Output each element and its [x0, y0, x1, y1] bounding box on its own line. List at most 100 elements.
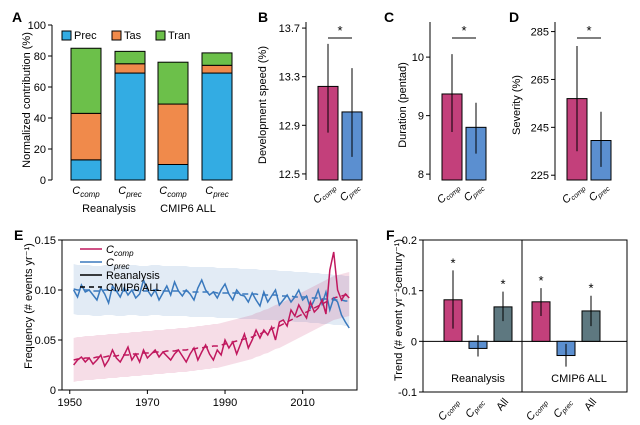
ytick-label: 0	[50, 385, 56, 397]
significance-star: *	[588, 281, 593, 296]
bar-prec	[70, 159, 102, 181]
significance-star: *	[461, 23, 466, 38]
ytick-label: 13.7	[279, 23, 300, 35]
ytick-label: 0.05	[35, 335, 56, 347]
significance-star: *	[538, 273, 543, 288]
panel-f-group-cmip6: CMIP6 ALL	[551, 373, 607, 385]
line-ccomp-reanalysis	[73, 251, 350, 368]
legend-swatch-prec	[61, 30, 72, 41]
panel-e-plot: 0 0.05 0.10 0.15 1950 1970 1990 2010	[35, 235, 358, 409]
ytick-label: 0.10	[35, 285, 56, 297]
panel-a-ytick-label: 80	[34, 51, 46, 63]
panel-f-plot: -0.100.10.2*Ccomp Cprec*All*Ccomp Cprec*Al…	[398, 235, 628, 424]
ytick-label: 0.15	[35, 235, 56, 247]
ytick-label: 245	[531, 122, 549, 134]
significance-star: *	[500, 277, 505, 292]
panel-b: B Development speed (%) 12.5 12.9 13.3 13.7…	[257, 9, 363, 207]
legend-label-reanalysis: Reanalysis	[106, 270, 160, 282]
bar-prec	[201, 72, 233, 181]
significance-star: *	[586, 23, 591, 38]
ytick-label: 12.5	[279, 169, 300, 181]
panel-f-letter: F	[386, 227, 395, 243]
panel-a-letter: A	[12, 9, 22, 25]
legend-label-ccomp: Ccomp	[106, 244, 134, 258]
ytick-label: 12.9	[279, 120, 300, 132]
xlabel-all: All	[494, 396, 511, 413]
significance-star: *	[337, 23, 342, 38]
bar-tran	[114, 50, 146, 65]
xlabel-ccomp: Ccomp	[311, 181, 339, 207]
panel-f: F Trend (# event yr⁻¹century⁻¹) -0.1 0 0.1…	[386, 227, 628, 424]
panel-d: D Severity (%) 225 245 265 285 Ccomp Cprec *	[509, 9, 612, 207]
ytick-label: 285	[531, 27, 549, 39]
ytick-label: 0	[411, 336, 417, 348]
panel-e-legend: Ccomp Cprec Reanalysis CMIP6 ALL	[80, 244, 162, 294]
bar-tas	[157, 103, 189, 166]
xtick-label: 1990	[213, 397, 237, 409]
bar-tran	[157, 61, 189, 105]
legend-label-cprec: Cprec	[106, 257, 130, 271]
ytick-label: -0.1	[398, 387, 417, 399]
xlabel-ccomp: Ccomp	[435, 181, 463, 207]
ytick-label: 13.3	[279, 72, 300, 84]
panel-a-ytick-label: 0	[40, 175, 46, 187]
band-cprec-cmip6	[73, 264, 350, 326]
xlabel-cprec: Cprec	[463, 396, 487, 421]
panel-a-ytick-label: 20	[34, 144, 46, 156]
legend-swatch-tran	[155, 30, 166, 41]
plot-frame	[61, 239, 358, 391]
bar-prec	[157, 164, 189, 181]
panel-e-letter: E	[14, 227, 23, 243]
legend-label-tas: Tas	[124, 30, 142, 42]
panel-c-letter: C	[384, 9, 394, 25]
ytick-label: 225	[531, 170, 549, 182]
panel-a-group-cmip6: CMIP6 ALL	[160, 203, 216, 215]
panel-e-ylabel: Frequency (# events yr⁻¹)	[23, 243, 35, 369]
xlabel-ccomp: Ccomp	[524, 396, 550, 424]
panel-a-bars	[70, 47, 233, 181]
bar-prec	[114, 72, 146, 181]
xlabel-cprec: Cprec	[587, 181, 612, 205]
panel-a-yticks: 0 20 40 60 80 100	[28, 20, 52, 187]
bar-tran	[70, 47, 102, 114]
panel-a-xlabels: Ccomp Cprec Ccomp Cprec	[72, 185, 229, 199]
panel-c-ylabel: Duration (pentad)	[397, 62, 409, 148]
ytick-label: 0.1	[402, 286, 417, 298]
plot-frame	[422, 239, 628, 393]
legend-label-cmip6: CMIP6 ALL	[106, 282, 162, 294]
ytick-label: 10	[412, 52, 424, 64]
panel-a-legend: Prec Tas Tran	[61, 30, 190, 42]
panel-a-ylabel: Normalized contribution (%)	[21, 32, 33, 168]
ytick-label: 8	[418, 169, 424, 181]
panel-a-ytick-label: 60	[34, 82, 46, 94]
panel-a: A Normalized contribution (%) 0 20 40 60 80 1…	[12, 9, 233, 215]
panel-d-letter: D	[509, 9, 519, 25]
panel-a-xlabel: Cprec	[118, 185, 142, 199]
panel-a-ytick-label: 40	[34, 113, 46, 125]
bar-tas	[201, 64, 233, 74]
xlabel-cprec: Cprec	[338, 181, 363, 205]
bar-tran	[201, 52, 233, 66]
panel-f-ylabel: Trend (# event yr⁻¹century⁻¹)	[393, 239, 405, 381]
panel-e: E Frequency (# events yr⁻¹) 0 0.05 0.10 0.1…	[14, 227, 358, 409]
panel-f-group-reanalysis: Reanalysis	[451, 373, 505, 385]
legend-label-prec: Prec	[74, 30, 97, 42]
xlabel-ccomp: Ccomp	[436, 396, 462, 424]
ytick-label: 265	[531, 74, 549, 86]
panel-b-letter: B	[258, 9, 268, 25]
bar-tas	[114, 63, 146, 74]
xtick-label: 1970	[135, 397, 159, 409]
line-cprec-reanalysis	[72, 277, 350, 329]
legend-label-tran: Tran	[168, 30, 190, 42]
panel-b-ylabel: Development speed (%)	[257, 46, 269, 164]
panel-d-ylabel: Severity (%)	[511, 75, 523, 135]
xlabel-cprec: Cprec	[551, 396, 575, 421]
panel-c-plot: 8 9 10 Ccomp Cprec *	[412, 22, 487, 207]
panel-b-plot: 12.5 12.9 13.3 13.7 Ccomp Cprec *	[279, 22, 363, 207]
xlabel-ccomp: Ccomp	[560, 181, 588, 207]
ytick-label: 9	[418, 111, 424, 123]
xlabel-cprec: Cprec	[462, 181, 487, 205]
panel-a-ytick-label: 100	[28, 20, 46, 32]
xtick-label: 2010	[290, 397, 314, 409]
